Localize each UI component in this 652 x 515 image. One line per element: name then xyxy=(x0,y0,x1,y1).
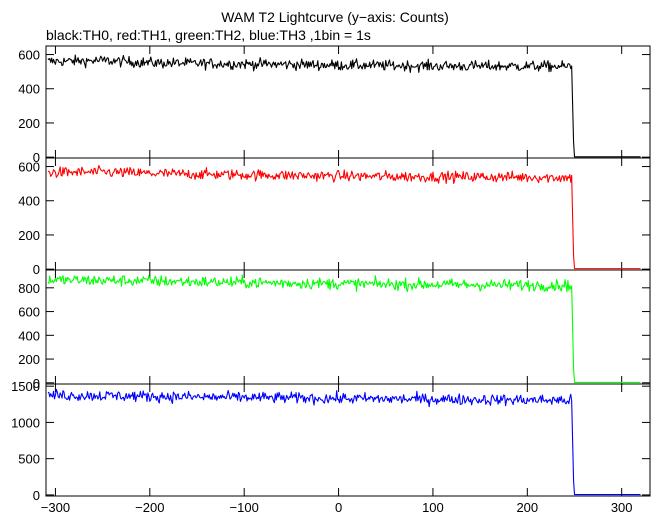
chart-title: WAM T2 Lightcurve (y−axis: Counts) xyxy=(221,9,449,25)
y-tick-label: 500 xyxy=(18,452,40,467)
y-tick-label: 600 xyxy=(18,160,40,175)
plot-area: 0200400600020040060002004006008000500100… xyxy=(11,45,651,515)
x-tick-label: −300 xyxy=(41,500,70,515)
chart-subtitle: black:TH0, red:TH1, green:TH2, blue:TH3 … xyxy=(46,27,371,43)
y-tick-label: 400 xyxy=(18,194,40,209)
series-line-TH1 xyxy=(47,164,641,270)
y-tick-label: 600 xyxy=(18,305,40,320)
y-tick-label: 800 xyxy=(18,281,40,296)
y-tick-label: 200 xyxy=(18,228,40,243)
y-tick-label: 0 xyxy=(33,150,40,165)
y-tick-label: 0 xyxy=(33,376,40,391)
x-tick-label: 0 xyxy=(335,500,342,515)
y-tick-label: 0 xyxy=(33,488,40,503)
x-tick-label: 100 xyxy=(422,500,444,515)
series-line-TH2 xyxy=(47,274,641,384)
series-line-TH0 xyxy=(47,54,641,158)
series-line-TH3 xyxy=(47,388,641,496)
x-tick-label: −100 xyxy=(230,500,259,515)
x-tick-label: 200 xyxy=(516,500,538,515)
y-tick-label: 200 xyxy=(18,352,40,367)
x-tick-label: −200 xyxy=(135,500,164,515)
x-tick-label: 300 xyxy=(611,500,633,515)
panel-frame-TH3 xyxy=(45,383,651,497)
y-tick-label: 400 xyxy=(18,328,40,343)
y-tick-label: 1000 xyxy=(11,415,40,430)
y-tick-label: 1500 xyxy=(11,379,40,394)
y-tick-label: 200 xyxy=(18,116,40,131)
y-tick-label: 0 xyxy=(33,262,40,277)
y-tick-label: 400 xyxy=(18,82,40,97)
y-tick-label: 600 xyxy=(18,48,40,63)
